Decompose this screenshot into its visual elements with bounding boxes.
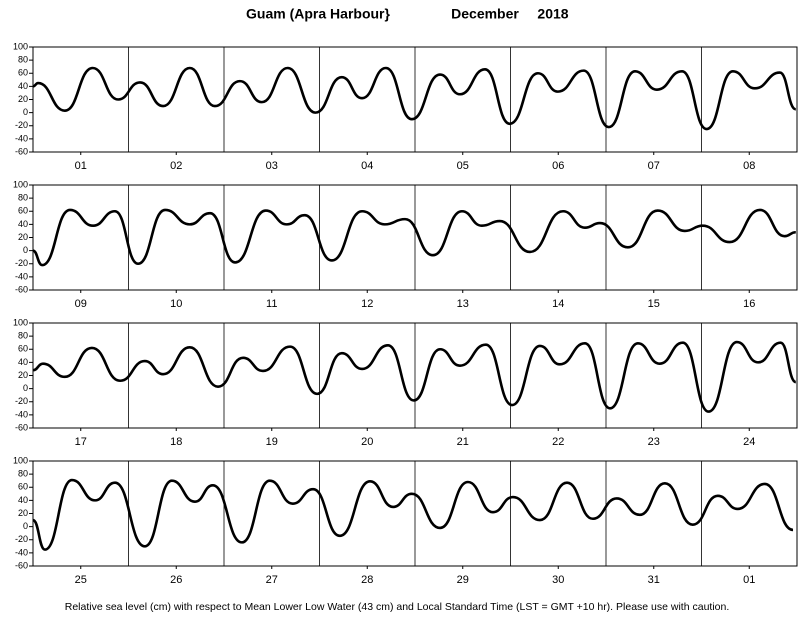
y-tick-label: 0 [23, 245, 28, 255]
chart-title: Guam (Apra Harbour} [246, 6, 390, 22]
day-label: 25 [75, 574, 87, 586]
day-label: 10 [170, 298, 182, 310]
y-tick-label: 20 [18, 370, 28, 380]
y-tick-label: -20 [15, 396, 28, 406]
day-label: 14 [552, 298, 564, 310]
day-label: 13 [457, 298, 469, 310]
day-label: 12 [361, 298, 373, 310]
y-tick-label: -60 [15, 422, 28, 432]
y-tick-label: -40 [15, 409, 28, 419]
y-tick-label: -60 [15, 560, 28, 570]
y-tick-label: -60 [15, 284, 28, 294]
y-tick-label: 100 [13, 455, 28, 465]
day-label: 24 [743, 436, 755, 448]
tide-curve [33, 478, 794, 551]
day-label: 09 [75, 298, 87, 310]
y-tick-label: -20 [15, 258, 28, 268]
tide-curve [33, 66, 797, 131]
y-tick-label: 20 [18, 232, 28, 242]
y-tick-label: 100 [13, 317, 28, 327]
y-tick-label: 80 [18, 55, 28, 65]
y-tick-label: 0 [23, 383, 28, 393]
y-tick-label: -40 [15, 133, 28, 143]
day-label: 07 [648, 160, 660, 172]
y-tick-label: -40 [15, 271, 28, 281]
day-label: 01 [75, 160, 87, 172]
y-tick-label: 40 [18, 219, 28, 229]
day-label: 16 [743, 298, 755, 310]
day-label: 28 [361, 574, 373, 586]
y-tick-label: -40 [15, 547, 28, 557]
y-tick-label: 20 [18, 94, 28, 104]
day-label: 21 [457, 436, 469, 448]
footnote: Relative sea level (cm) with respect to … [65, 601, 730, 613]
y-tick-label: 60 [18, 206, 28, 216]
panel: 100 80 60 40 20 0 -20 -40 -60 01 02 03 04 05 06 07 08 [13, 41, 798, 172]
panel: 100 80 60 40 20 0 -20 -40 -60 17 18 19 20 21 22 23 24 [13, 317, 798, 448]
year: 2018 [537, 6, 568, 22]
y-tick-label: 60 [18, 344, 28, 354]
day-label: 26 [170, 574, 182, 586]
y-tick-label: -60 [15, 146, 28, 156]
month: December [451, 6, 519, 22]
y-tick-label: 100 [13, 179, 28, 189]
day-label: 30 [552, 574, 564, 586]
y-tick-label: 100 [13, 41, 28, 51]
day-label: 20 [361, 436, 373, 448]
y-tick-label: 80 [18, 193, 28, 203]
day-label: 18 [170, 436, 182, 448]
y-tick-label: 80 [18, 331, 28, 341]
panel: 100 80 60 40 20 0 -20 -40 -60 25 26 27 28 29 30 31 01 [13, 455, 798, 586]
day-label: 04 [361, 160, 373, 172]
tide-curve [33, 208, 796, 267]
day-label: 17 [75, 436, 87, 448]
day-label: 19 [266, 436, 278, 448]
y-tick-label: 60 [18, 482, 28, 492]
day-label: 29 [457, 574, 469, 586]
day-label: 31 [648, 574, 660, 586]
day-label: 05 [457, 160, 469, 172]
y-tick-label: -20 [15, 120, 28, 130]
day-label: 01 [743, 574, 755, 586]
day-label: 06 [552, 160, 564, 172]
y-tick-label: 80 [18, 469, 28, 479]
y-tick-label: 40 [18, 81, 28, 91]
tide-curve [33, 340, 797, 413]
y-tick-label: 0 [23, 107, 28, 117]
day-label: 02 [170, 160, 182, 172]
day-label: 23 [648, 436, 660, 448]
day-label: 11 [266, 298, 277, 310]
day-label: 15 [648, 298, 660, 310]
day-label: 27 [266, 574, 278, 586]
day-label: 22 [552, 436, 564, 448]
y-tick-label: 0 [23, 521, 28, 531]
y-tick-label: 60 [18, 68, 28, 78]
day-label: 08 [743, 160, 755, 172]
panel: 100 80 60 40 20 0 -20 -40 -60 09 10 11 12 13 14 15 16 [13, 179, 798, 310]
day-label: 03 [266, 160, 278, 172]
y-tick-label: -20 [15, 534, 28, 544]
y-tick-label: 40 [18, 495, 28, 505]
y-tick-label: 20 [18, 508, 28, 518]
y-tick-label: 40 [18, 357, 28, 367]
